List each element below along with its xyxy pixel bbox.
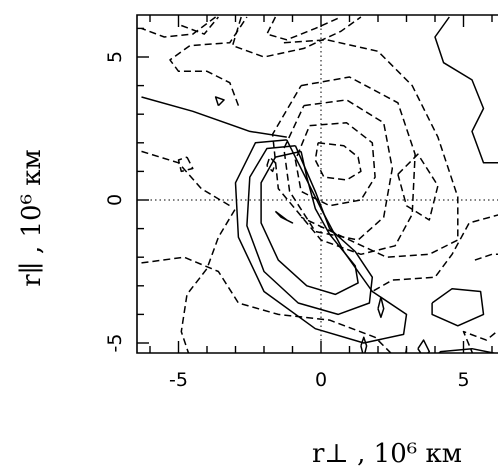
positive-contour-0 <box>274 210 294 224</box>
reference-lines <box>137 15 498 353</box>
positive-contour-10 <box>417 339 431 353</box>
positive-contour-6 <box>431 287 485 327</box>
x-axis-label: r⊥ , 10⁶ км <box>312 439 462 468</box>
negative-contour-15 <box>271 76 416 256</box>
negative-contour-17 <box>231 16 362 58</box>
negative-contour-24 <box>177 156 194 173</box>
plot-frame <box>136 14 498 354</box>
y-axis-label: r∥ , 10⁶ км <box>17 149 47 286</box>
positive-contour-11 <box>214 96 225 107</box>
x-tick-label: -5 <box>169 369 188 391</box>
positive-contour-3 <box>234 139 408 344</box>
negative-contour-13 <box>294 122 376 207</box>
tick-labels: -5 0 5 -5 0 5 <box>104 51 470 391</box>
y-tick-label: -5 <box>104 334 126 353</box>
negative-contour-31 <box>371 214 498 293</box>
contour-layer <box>141 16 498 353</box>
negative-contour-25 <box>141 16 217 38</box>
negative-contour-12 <box>314 142 362 181</box>
negative-contour-19 <box>180 208 237 353</box>
negative-contour-30 <box>474 253 498 261</box>
x-tick-label: 5 <box>457 369 469 391</box>
y-tick-label: 5 <box>104 51 126 63</box>
negative-contour-16 <box>283 39 459 258</box>
positive-contour-1 <box>260 150 359 296</box>
negative-contour-14 <box>283 99 394 241</box>
tick-marks <box>137 15 493 353</box>
negative-contour-23 <box>169 16 248 106</box>
negative-contour-21 <box>141 150 231 207</box>
positive-contour-4 <box>141 96 287 138</box>
negative-contour-27 <box>397 153 439 221</box>
positive-contour-7 <box>437 347 498 353</box>
axes-frame <box>136 14 498 354</box>
positive-contour-2 <box>246 144 374 316</box>
positive-contour-5 <box>434 16 498 164</box>
negative-contour-22 <box>181 16 219 35</box>
negative-contour-20 <box>266 16 342 41</box>
y-tick-label: 0 <box>104 194 126 206</box>
negative-contour-29 <box>462 329 498 353</box>
positive-contour-9 <box>360 336 368 353</box>
negative-contour-28 <box>266 156 277 173</box>
positive-contour-8 <box>377 296 385 319</box>
negative-contour-18 <box>141 256 392 353</box>
x-tick-label: 0 <box>315 369 327 391</box>
